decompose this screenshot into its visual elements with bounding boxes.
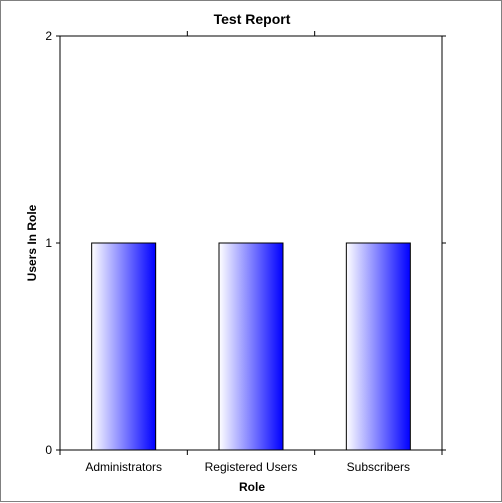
chart-title: Test Report: [214, 11, 291, 27]
x-tick-label: Registered Users: [205, 460, 298, 474]
bar-administrators: [91, 242, 157, 451]
x-tick-label: Subscribers: [347, 460, 410, 474]
x-axis-title: Role: [239, 480, 265, 494]
bar-registered-users: [218, 242, 284, 451]
y-ticks-group: 0 1 2: [45, 29, 446, 457]
y-tick-label: 1: [45, 236, 52, 250]
y-tick-label: 2: [45, 29, 52, 43]
y-axis-title: Users In Role: [25, 204, 39, 281]
x-tick-label: Administrators: [85, 460, 162, 474]
y-tick-label: 0: [45, 443, 52, 457]
x-ticks-group: Administrators Registered Users Subscriber…: [59, 31, 443, 474]
bars-group: [91, 242, 411, 451]
bar-subscribers: [345, 242, 411, 451]
